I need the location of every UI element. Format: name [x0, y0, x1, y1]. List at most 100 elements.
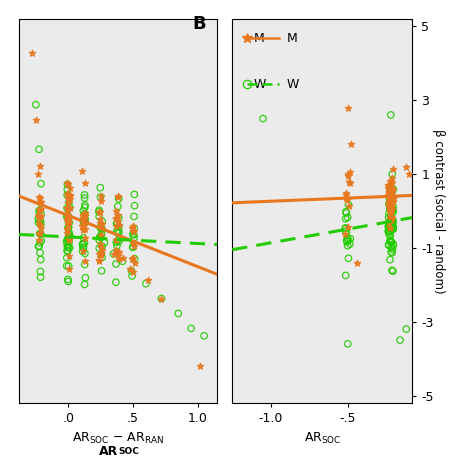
Point: [114, 202, 122, 210]
Point: [37, 256, 45, 264]
Point: [37, 237, 45, 245]
Point: [79, 241, 86, 248]
Point: [81, 203, 89, 211]
Point: [35, 207, 43, 215]
Point: [187, 325, 195, 332]
Point: [130, 242, 138, 249]
Point: [64, 225, 71, 232]
Point: [387, 186, 394, 193]
Point: [95, 213, 103, 220]
Point: [66, 191, 73, 199]
Text: M: M: [286, 32, 297, 45]
Point: [342, 272, 349, 279]
Point: [130, 231, 137, 238]
Point: [342, 225, 350, 232]
Point: [115, 214, 122, 221]
Point: [353, 259, 361, 266]
Point: [98, 250, 105, 257]
Point: [112, 215, 120, 223]
Point: [386, 185, 393, 192]
Point: [81, 210, 89, 218]
Point: [389, 219, 396, 226]
Point: [174, 310, 182, 317]
Point: [345, 255, 352, 262]
Point: [95, 236, 103, 244]
Point: [388, 177, 395, 185]
Point: [115, 228, 123, 236]
Point: [65, 265, 73, 273]
Point: [387, 190, 395, 197]
Point: [384, 228, 392, 235]
Point: [64, 236, 71, 243]
Point: [80, 219, 88, 227]
Point: [80, 207, 87, 215]
Point: [388, 206, 396, 214]
Text: W: W: [250, 78, 267, 91]
Point: [386, 198, 393, 206]
Point: [385, 222, 392, 229]
Point: [389, 166, 397, 173]
Point: [64, 275, 72, 283]
Point: [385, 214, 392, 221]
Point: [80, 234, 87, 242]
Point: [96, 219, 104, 227]
Point: [406, 170, 413, 178]
Point: [95, 245, 103, 252]
Point: [385, 189, 393, 196]
Point: [81, 216, 89, 224]
Point: [36, 163, 44, 170]
Point: [98, 221, 106, 228]
Point: [81, 201, 89, 209]
Point: [390, 185, 397, 193]
Point: [389, 192, 397, 200]
Point: [390, 223, 397, 231]
Point: [387, 204, 395, 212]
Point: [37, 224, 45, 232]
X-axis label: AR$_{\mathsf{SOC}}$: AR$_{\mathsf{SOC}}$: [304, 430, 341, 446]
Point: [386, 195, 394, 203]
Point: [389, 180, 396, 187]
Point: [259, 115, 267, 122]
Point: [96, 256, 103, 264]
Point: [385, 181, 392, 189]
Point: [37, 180, 45, 188]
Point: [130, 234, 138, 241]
Point: [114, 229, 121, 237]
Point: [390, 240, 397, 248]
Point: [386, 228, 394, 235]
Point: [344, 214, 351, 221]
Point: [96, 215, 103, 222]
Point: [115, 218, 122, 225]
Point: [36, 242, 43, 250]
Point: [389, 225, 397, 232]
Point: [64, 191, 72, 199]
Point: [342, 215, 349, 222]
Point: [386, 205, 393, 212]
Point: [35, 170, 42, 178]
Point: [388, 190, 395, 198]
Point: [129, 228, 137, 235]
Point: [387, 224, 395, 232]
Point: [79, 244, 87, 251]
Point: [81, 261, 89, 268]
Point: [64, 247, 72, 255]
Point: [346, 240, 354, 248]
Point: [64, 213, 72, 221]
Point: [63, 226, 71, 233]
Point: [386, 195, 393, 202]
Point: [80, 211, 87, 219]
Point: [388, 216, 395, 224]
Point: [115, 248, 122, 255]
Point: [386, 183, 393, 191]
Point: [98, 225, 105, 232]
Point: [35, 206, 42, 214]
Point: [113, 228, 120, 235]
Point: [388, 216, 396, 223]
Point: [79, 222, 87, 229]
Point: [65, 244, 73, 251]
Point: [98, 231, 105, 238]
Point: [64, 221, 72, 229]
Point: [387, 201, 395, 209]
Point: [145, 276, 152, 283]
Point: [98, 193, 105, 201]
